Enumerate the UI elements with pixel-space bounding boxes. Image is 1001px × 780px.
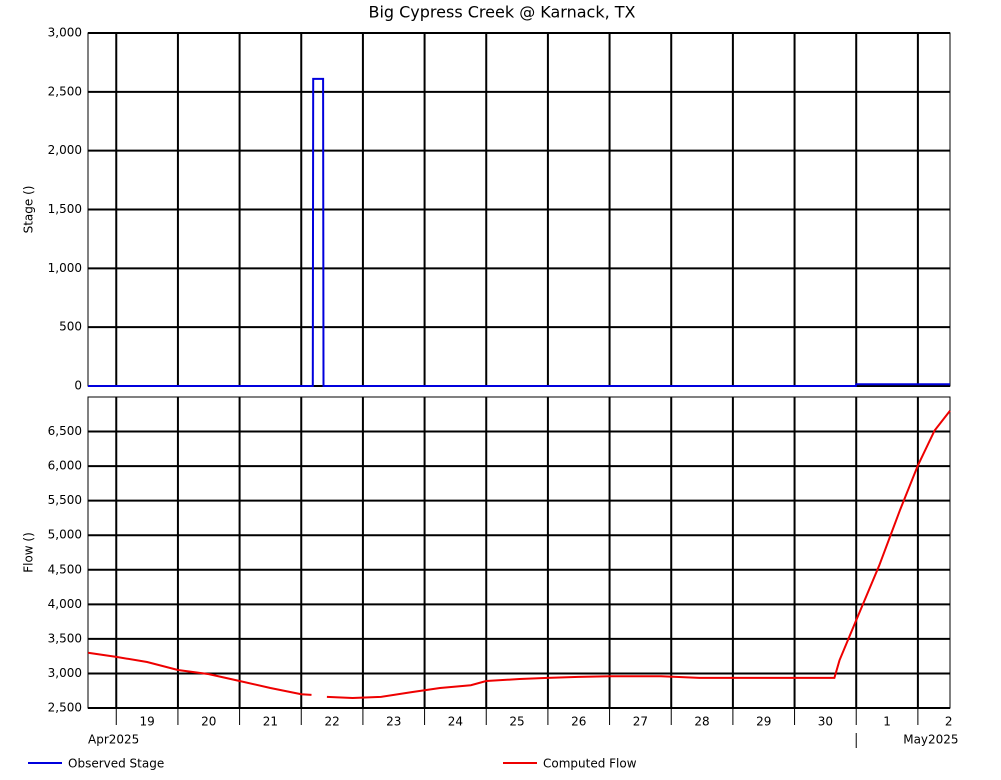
y-tick-label: 5,500 [48, 493, 82, 507]
x-tick-label: 20 [201, 715, 216, 729]
x-tick-label: 21 [263, 715, 278, 729]
x-tick-label: 1 [883, 715, 891, 729]
y-tick-label: 1,500 [48, 202, 82, 216]
x-tick-label: 19 [139, 715, 154, 729]
y-axis-label: Stage () [22, 186, 36, 234]
x-tick-label: 29 [756, 715, 771, 729]
y-tick-label: 0 [74, 379, 82, 393]
y-tick-label: 3,000 [48, 666, 82, 680]
x-tick-label: 24 [448, 715, 463, 729]
y-tick-label: 2,000 [48, 143, 82, 157]
y-tick-label: 2,500 [48, 84, 82, 98]
y-tick-label: 4,000 [48, 597, 82, 611]
x-tick-label: 2 [945, 715, 953, 729]
x-tick-label: 28 [694, 715, 709, 729]
y-tick-label: 3,000 [48, 26, 82, 40]
y-tick-label: 5,000 [48, 528, 82, 542]
y-tick-label: 4,500 [48, 562, 82, 576]
month-label: Apr2025 [88, 733, 139, 747]
y-tick-label: 1,000 [48, 261, 82, 275]
y-tick-label: 6,500 [48, 424, 82, 438]
x-tick-label: 26 [571, 715, 586, 729]
legend-label: Computed Flow [543, 757, 637, 771]
x-tick-label: 22 [324, 715, 339, 729]
chart-title: Big Cypress Creek @ Karnack, TX [368, 3, 635, 22]
series-line [88, 77, 950, 387]
month-label: May2025 [903, 733, 958, 747]
y-tick-label: 6,000 [48, 459, 82, 473]
y-tick-label: 3,500 [48, 631, 82, 645]
y-tick-label: 2,500 [48, 701, 82, 715]
x-tick-label: 27 [633, 715, 648, 729]
series-line [87, 410, 951, 700]
legend-label: Observed Stage [68, 757, 164, 771]
y-tick-label: 500 [59, 320, 82, 334]
y-axis-label: Flow () [22, 532, 36, 573]
plot-frame [87, 396, 951, 709]
x-tick-label: 30 [818, 715, 833, 729]
x-tick-label: 25 [509, 715, 524, 729]
x-tick-label: 23 [386, 715, 401, 729]
